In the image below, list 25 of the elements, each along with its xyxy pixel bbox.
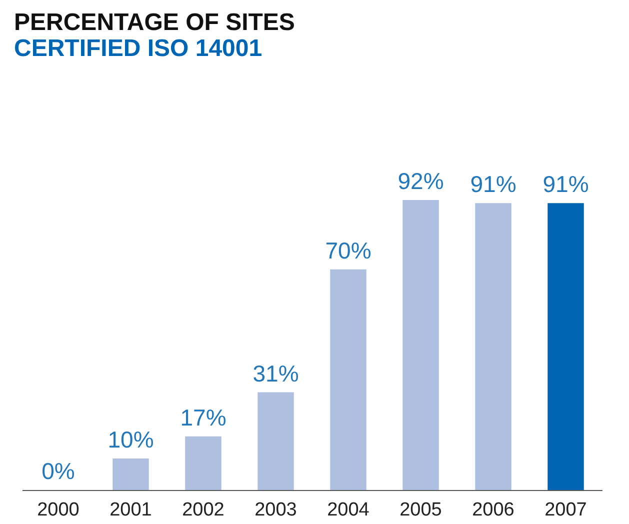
bar — [475, 203, 512, 490]
x-tick-label: 2005 — [400, 500, 442, 520]
x-tick-label: 2007 — [544, 500, 587, 520]
data-label: 31% — [252, 360, 299, 386]
bar — [112, 458, 149, 490]
x-tick-label: 2002 — [182, 500, 224, 520]
data-label: 17% — [180, 404, 226, 430]
x-tick-label: 2004 — [327, 500, 370, 520]
bar — [548, 203, 584, 490]
data-label: 91% — [542, 171, 589, 198]
bar — [330, 269, 366, 490]
data-label: 70% — [325, 237, 372, 264]
x-tick-label: 2001 — [110, 500, 152, 520]
data-label: 92% — [398, 168, 444, 194]
x-tick-label: 2000 — [37, 500, 80, 520]
bar — [258, 392, 294, 490]
x-tick-label: 2006 — [472, 500, 514, 520]
x-tick-label: 2003 — [254, 500, 297, 520]
data-label: 10% — [108, 426, 154, 452]
chart-title: PERCENTAGE OF SITES — [14, 9, 295, 36]
bar — [185, 436, 222, 490]
bar — [402, 200, 439, 490]
data-label: 91% — [470, 171, 516, 198]
chart-subtitle: CERTIFIED ISO 14001 — [14, 35, 262, 62]
data-label: 0% — [42, 458, 75, 484]
